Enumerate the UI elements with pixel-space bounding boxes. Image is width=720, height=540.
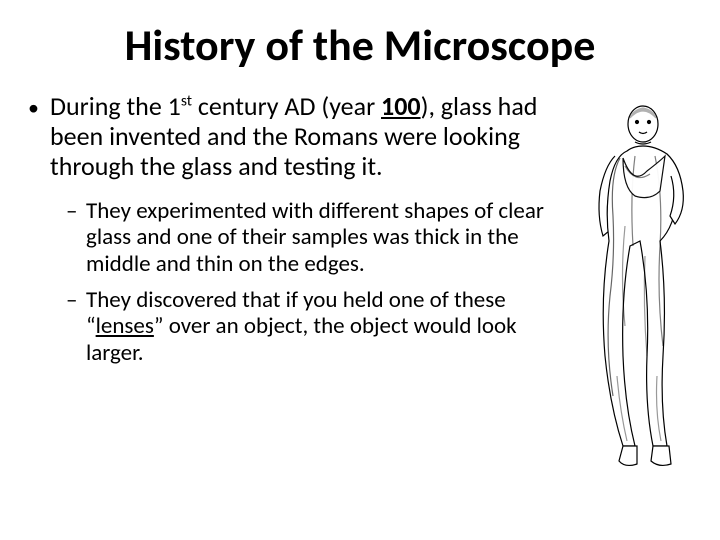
bullet-text: During the 1st century AD (year 100), gl… bbox=[50, 92, 564, 182]
dash-marker: – bbox=[66, 287, 86, 366]
text-column: • During the 1st century AD (year 100), … bbox=[28, 92, 570, 486]
illustration-column bbox=[570, 92, 710, 486]
bullet-level2-1: – They experimented with different shape… bbox=[66, 198, 564, 277]
b1-pre: During the 1 bbox=[50, 90, 181, 122]
bullet-level1: • During the 1st century AD (year 100), … bbox=[28, 92, 564, 182]
roman-figure-icon bbox=[575, 96, 705, 486]
b1-emph: 100 bbox=[381, 90, 421, 122]
sub1-text: They experimented with different shapes … bbox=[86, 198, 564, 277]
bullet-level2-2: – They discovered that if you held one o… bbox=[66, 287, 564, 366]
slide-title: History of the Microscope bbox=[0, 0, 720, 92]
b1-mid: century AD (year bbox=[192, 90, 381, 122]
sub2-emph: lenses bbox=[96, 312, 154, 340]
b1-sup: st bbox=[181, 91, 192, 110]
bullet-marker: • bbox=[28, 92, 50, 182]
content-area: • During the 1st century AD (year 100), … bbox=[0, 92, 720, 486]
dash-marker: – bbox=[66, 198, 86, 277]
sub2-text: They discovered that if you held one of … bbox=[86, 287, 564, 366]
